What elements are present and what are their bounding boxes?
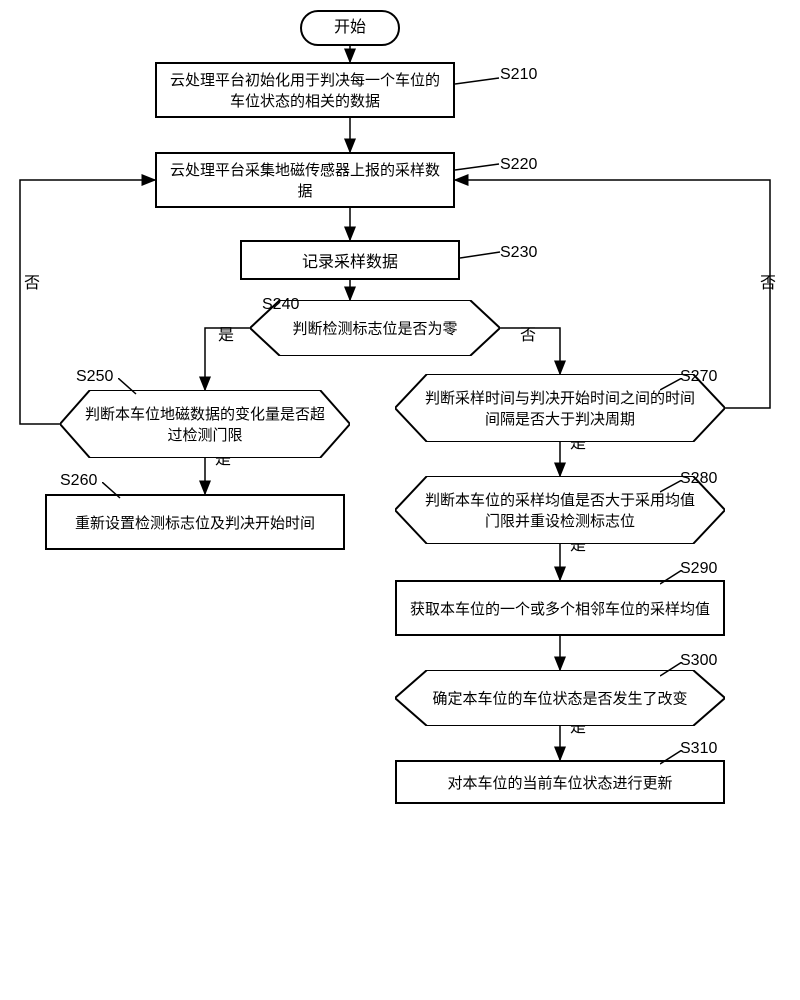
step-s250: S250 [76, 368, 113, 386]
step-s310: S310 [680, 740, 717, 758]
s220-text: 云处理平台采集地磁传感器上报的采样数据 [163, 159, 447, 201]
s210-text: 云处理平台初始化用于判决每一个车位的车位状态的相关的数据 [163, 69, 447, 111]
s260-text: 重新设置检测标志位及判决开始时间 [75, 512, 315, 533]
leader-s310 [660, 750, 684, 766]
step-s210: S210 [500, 66, 537, 84]
leader-s230 [460, 250, 502, 264]
leader-s220 [455, 162, 501, 176]
step-s230: S230 [500, 244, 537, 262]
leader-s290 [660, 570, 684, 586]
s250-text: 判断本车位地磁数据的变化量是否超过检测门限 [85, 406, 325, 444]
step-s290: S290 [680, 560, 717, 578]
start-node: 开始 [300, 10, 400, 46]
s310-text: 对本车位的当前车位状态进行更新 [447, 772, 672, 793]
leader-s280 [660, 480, 684, 494]
step-s240: S240 [262, 296, 299, 314]
svg-text:否: 否 [520, 327, 536, 344]
node-s310: 对本车位的当前车位状态进行更新 [395, 760, 725, 804]
svg-text:否: 否 [24, 275, 40, 292]
s290-text: 获取本车位的一个或多个相邻车位的采样均值 [410, 598, 710, 619]
svg-text:否: 否 [760, 275, 776, 292]
node-s260: 重新设置检测标志位及判决开始时间 [45, 494, 345, 550]
step-s300: S300 [680, 652, 717, 670]
step-s270: S270 [680, 368, 717, 386]
leader-s260 [102, 482, 122, 500]
node-s230: 记录采样数据 [240, 240, 460, 280]
step-s280: S280 [680, 470, 717, 488]
node-s210: 云处理平台初始化用于判决每一个车位的车位状态的相关的数据 [155, 62, 455, 118]
leader-s250 [118, 378, 138, 396]
start-text: 开始 [334, 19, 366, 36]
s270-text: 判断采样时间与判决开始时间之间的时间间隔是否大于判决周期 [425, 390, 695, 428]
s240-text: 判断检测标志位是否为零 [292, 321, 457, 338]
step-s220: S220 [500, 156, 537, 174]
node-s250: 判断本车位地磁数据的变化量是否超过检测门限 [60, 390, 350, 458]
leader-s210 [455, 76, 501, 90]
s300-text: 确定本车位的车位状态是否发生了改变 [432, 691, 687, 708]
step-s260: S260 [60, 472, 97, 490]
node-s220: 云处理平台采集地磁传感器上报的采样数据 [155, 152, 455, 208]
node-s300: 确定本车位的车位状态是否发生了改变 [395, 670, 725, 726]
leader-s270 [660, 378, 684, 392]
svg-text:是: 是 [218, 327, 234, 344]
leader-s300 [660, 662, 684, 678]
node-s290: 获取本车位的一个或多个相邻车位的采样均值 [395, 580, 725, 636]
s230-text: 记录采样数据 [302, 248, 398, 272]
s280-text: 判断本车位的采样均值是否大于采用均值门限并重设检测标志位 [425, 492, 695, 530]
